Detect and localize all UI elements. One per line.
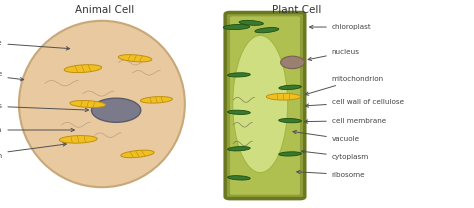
Ellipse shape: [228, 73, 250, 77]
Ellipse shape: [255, 27, 279, 33]
Text: Animal Cell: Animal Cell: [75, 5, 134, 15]
Ellipse shape: [19, 21, 185, 187]
Text: ribosome: ribosome: [0, 40, 70, 50]
Text: cytoplasm: cytoplasm: [301, 150, 369, 160]
Ellipse shape: [228, 176, 250, 180]
Text: nucleus: nucleus: [0, 103, 89, 112]
FancyBboxPatch shape: [229, 16, 301, 195]
Ellipse shape: [140, 97, 173, 103]
Text: cell membrane: cell membrane: [304, 118, 386, 124]
Ellipse shape: [70, 100, 106, 108]
Text: cell membrane: cell membrane: [0, 71, 24, 81]
Ellipse shape: [223, 25, 250, 30]
Ellipse shape: [59, 136, 97, 143]
Ellipse shape: [64, 65, 102, 73]
Ellipse shape: [121, 150, 154, 158]
Ellipse shape: [279, 152, 301, 156]
Ellipse shape: [239, 20, 264, 25]
Ellipse shape: [91, 98, 141, 122]
Ellipse shape: [118, 55, 152, 62]
Ellipse shape: [281, 56, 304, 69]
Text: nucleus: nucleus: [308, 49, 360, 61]
Text: chloroplast: chloroplast: [310, 24, 372, 30]
Ellipse shape: [279, 85, 301, 90]
Ellipse shape: [279, 119, 301, 123]
Text: cytoplasm: cytoplasm: [0, 127, 74, 133]
Text: ribosome: ribosome: [297, 170, 365, 178]
Ellipse shape: [228, 110, 250, 114]
Text: cell wall of cellulose: cell wall of cellulose: [305, 99, 404, 107]
Ellipse shape: [266, 93, 301, 100]
FancyBboxPatch shape: [225, 12, 305, 199]
Text: vacuole: vacuole: [293, 130, 360, 142]
Text: mitochondrion: mitochondrion: [305, 76, 384, 95]
Text: mitochondrion: mitochondrion: [0, 143, 66, 159]
Text: Plant Cell: Plant Cell: [272, 5, 321, 15]
Ellipse shape: [233, 35, 288, 173]
Ellipse shape: [228, 147, 250, 151]
